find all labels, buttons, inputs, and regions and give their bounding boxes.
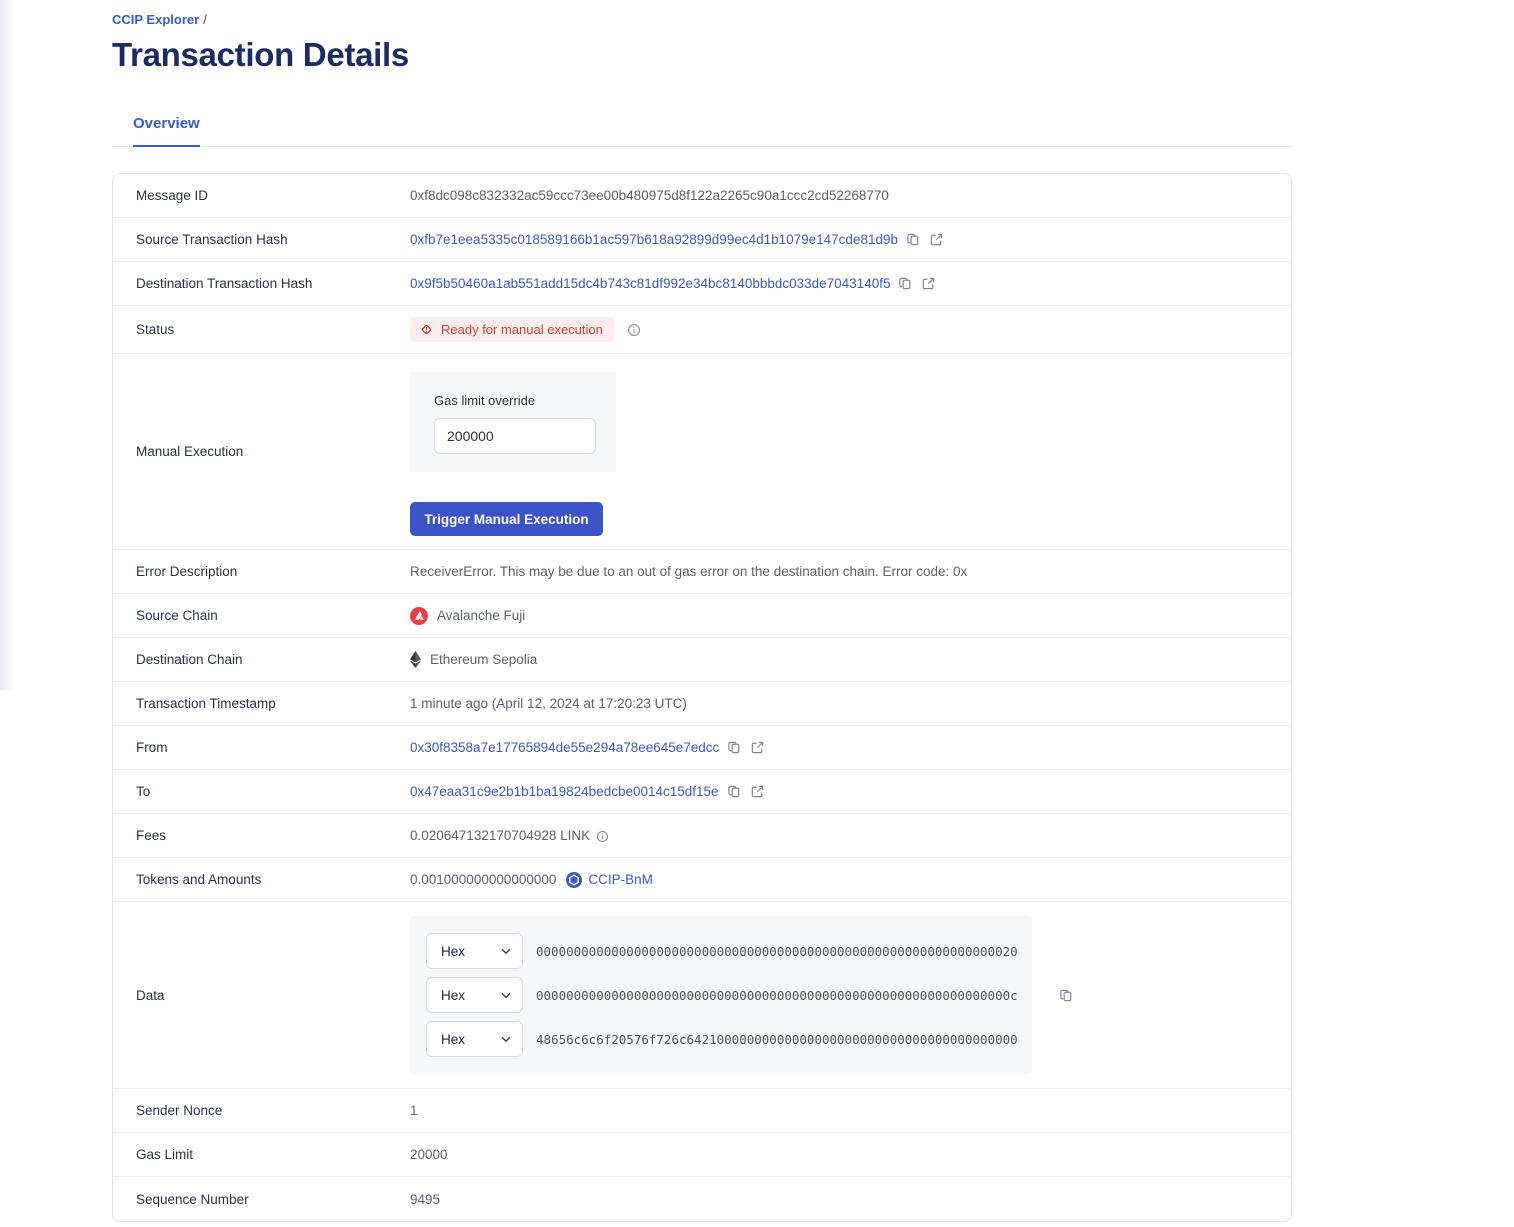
- page-left-shadow: [0, 0, 16, 690]
- gas-limit-value: 20000: [410, 1147, 448, 1162]
- sender-nonce-value: 1: [410, 1103, 418, 1118]
- encoding-select-value: Hex: [441, 943, 466, 959]
- error-description-value: ReceiverError. This may be due to an out…: [410, 564, 968, 579]
- encoding-select-value: Hex: [441, 987, 466, 1003]
- transaction-details-card: Message ID 0xf8dc098c832332ac59ccc73ee00…: [112, 173, 1292, 1222]
- avalanche-icon: [410, 606, 428, 625]
- token-name-link[interactable]: CCIP-BnM: [588, 872, 653, 887]
- ccip-token-icon: [566, 871, 583, 888]
- chevron-down-icon: [501, 1036, 511, 1043]
- message-id-label: Message ID: [136, 188, 209, 203]
- encoding-select[interactable]: Hex: [426, 1021, 523, 1057]
- manual-execution-label: Manual Execution: [136, 444, 244, 459]
- breadcrumb-ccip-explorer-link[interactable]: CCIP Explorer: [112, 12, 200, 27]
- table-row-gas-limit: Gas Limit 20000: [113, 1133, 1291, 1177]
- gas-limit-override-panel: Gas limit override: [410, 372, 616, 472]
- encoding-select-value: Hex: [441, 1031, 466, 1047]
- table-row-tokens-and-amounts: Tokens and Amounts 0.001000000000000000 …: [113, 858, 1291, 902]
- external-link-icon[interactable]: [750, 784, 765, 799]
- status-badge-text: Ready for manual execution: [441, 322, 603, 337]
- data-line: Hex 000000000000000000000000000000000000…: [426, 977, 1018, 1013]
- warning-diamond-icon: [419, 322, 434, 337]
- destination-chain-label: Destination Chain: [136, 652, 243, 667]
- status-badge: Ready for manual execution: [410, 317, 614, 342]
- gas-limit-override-label: Gas limit override: [434, 393, 536, 408]
- data-panel: Hex 000000000000000000000000000000000000…: [410, 916, 1032, 1074]
- table-row-manual-execution: Manual Execution Gas limit override Trig…: [113, 354, 1291, 550]
- gas-limit-label: Gas Limit: [136, 1147, 194, 1162]
- transaction-timestamp-label: Transaction Timestamp: [136, 696, 276, 711]
- copy-icon[interactable]: [1059, 988, 1074, 1003]
- tokens-and-amounts-label: Tokens and Amounts: [136, 872, 262, 887]
- table-row-data: Data Hex 0000000000000000000000000000000…: [113, 902, 1291, 1089]
- destination-chain-value: Ethereum Sepolia: [430, 652, 538, 667]
- tab-bar: Overview: [112, 115, 1292, 147]
- trigger-manual-execution-button[interactable]: Trigger Manual Execution: [410, 502, 603, 536]
- sender-nonce-label: Sender Nonce: [136, 1103, 223, 1118]
- table-row-dest-tx-hash: Destination Transaction Hash 0x9f5b50460…: [113, 262, 1291, 306]
- copy-icon[interactable]: [727, 740, 742, 755]
- source-chain-label: Source Chain: [136, 608, 218, 623]
- dest-tx-hash-label: Destination Transaction Hash: [136, 276, 313, 291]
- table-row-sender-nonce: Sender Nonce 1: [113, 1089, 1291, 1133]
- tab-overview[interactable]: Overview: [133, 115, 200, 147]
- breadcrumb-separator: /: [203, 12, 207, 27]
- token-amount-value: 0.001000000000000000: [410, 872, 557, 887]
- data-hex-line: 0000000000000000000000000000000000000000…: [536, 943, 1018, 959]
- fees-label: Fees: [136, 828, 167, 843]
- external-link-icon[interactable]: [929, 232, 944, 247]
- data-hex-line: 48656c6c6f20576f726c64210000000000000000…: [536, 1031, 1018, 1047]
- gas-limit-override-input[interactable]: [434, 418, 596, 454]
- data-hex-line: 0000000000000000000000000000000000000000…: [536, 987, 1018, 1003]
- encoding-select[interactable]: Hex: [426, 977, 523, 1013]
- info-icon[interactable]: [627, 323, 641, 337]
- data-line: Hex 000000000000000000000000000000000000…: [426, 933, 1018, 969]
- table-row-message-id: Message ID 0xf8dc098c832332ac59ccc73ee00…: [113, 174, 1291, 218]
- from-address-link[interactable]: 0x30f8358a7e17765894de55e294a78ee645e7ed…: [410, 740, 720, 755]
- table-row-from: From 0x30f8358a7e17765894de55e294a78ee64…: [113, 726, 1291, 770]
- source-tx-hash-label: Source Transaction Hash: [136, 232, 288, 247]
- chevron-down-icon: [501, 948, 511, 955]
- dest-tx-hash-link[interactable]: 0x9f5b50460a1ab551add15dc4b743c81df992e3…: [410, 276, 891, 291]
- status-label: Status: [136, 322, 175, 337]
- table-row-fees: Fees 0.020647132170704928 LINK: [113, 814, 1291, 858]
- error-description-label: Error Description: [136, 564, 238, 579]
- main-content: CCIP Explorer / Transaction Details Overv…: [112, 0, 1292, 1222]
- transaction-timestamp-value: 1 minute ago (April 12, 2024 at 17:20:23…: [410, 696, 687, 711]
- source-tx-hash-link[interactable]: 0xfb7e1eea5335c018589166b1ac597b618a9289…: [410, 232, 898, 247]
- table-row-source-chain: Source Chain Avalanche Fuji: [113, 594, 1291, 638]
- chevron-down-icon: [501, 992, 511, 999]
- external-link-icon[interactable]: [921, 276, 936, 291]
- to-label: To: [136, 784, 151, 799]
- to-address-link[interactable]: 0x47eaa31c9e2b1b1ba19824bedcbe0014c15df1…: [410, 784, 719, 799]
- table-row-transaction-timestamp: Transaction Timestamp 1 minute ago (Apri…: [113, 682, 1291, 726]
- data-line: Hex 48656c6c6f20576f726c6421000000000000…: [426, 1021, 1018, 1057]
- fees-value: 0.020647132170704928 LINK: [410, 828, 591, 843]
- copy-icon[interactable]: [898, 276, 913, 291]
- page-title: Transaction Details: [112, 36, 409, 73]
- copy-icon[interactable]: [906, 232, 921, 247]
- table-row-source-tx-hash: Source Transaction Hash 0xfb7e1eea5335c0…: [113, 218, 1291, 262]
- source-chain-value: Avalanche Fuji: [437, 608, 526, 623]
- external-link-icon[interactable]: [750, 740, 765, 755]
- table-row-status: Status Ready for manual execution: [113, 306, 1291, 354]
- copy-icon[interactable]: [727, 784, 742, 799]
- message-id-value: 0xf8dc098c832332ac59ccc73ee00b480975d8f1…: [410, 188, 889, 203]
- table-row-destination-chain: Destination Chain Ethereum Sepolia: [113, 638, 1291, 682]
- table-row-error-description: Error Description ReceiverError. This ma…: [113, 550, 1291, 594]
- sequence-number-value: 9495: [410, 1191, 441, 1207]
- encoding-select[interactable]: Hex: [426, 933, 523, 969]
- from-label: From: [136, 740, 168, 755]
- table-row-to: To 0x47eaa31c9e2b1b1ba19824bedcbe0014c15…: [113, 770, 1291, 814]
- ethereum-icon: [410, 651, 421, 668]
- breadcrumb: CCIP Explorer /: [112, 0, 1292, 27]
- table-row-sequence-number: Sequence Number 9495: [113, 1177, 1291, 1221]
- info-icon[interactable]: [596, 830, 609, 843]
- sequence-number-label: Sequence Number: [136, 1191, 249, 1207]
- data-label: Data: [136, 987, 165, 1003]
